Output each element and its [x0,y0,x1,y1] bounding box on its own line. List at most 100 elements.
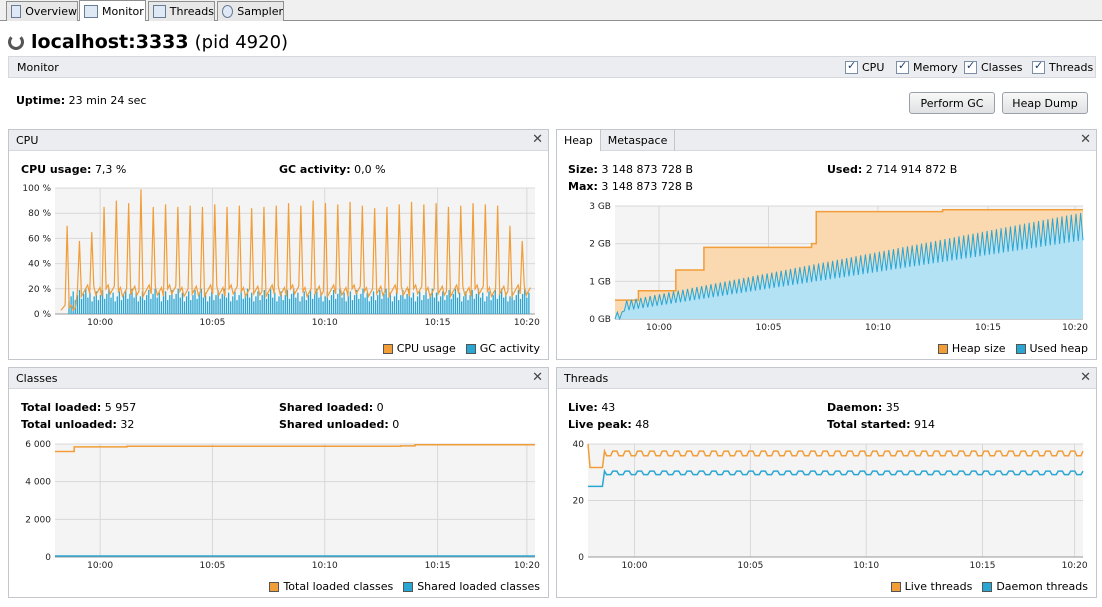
uptime-label: Uptime: [16,94,66,107]
legend-item: Used heap [1015,342,1088,355]
used-heap-area [615,212,1083,319]
checkbox-classes[interactable]: Classes [964,59,1023,74]
shared-unloaded-stat: Shared unloaded: 0 [279,418,399,431]
gc-activity-stat: GC activity: 0,0 % [279,163,386,176]
total-unloaded-stat: Total unloaded: 32 [21,418,134,431]
legend-label: Live threads [904,580,973,593]
checkbox-icon[interactable] [964,59,977,74]
legend-label: Total loaded classes [283,580,394,593]
x-tick-label: 10:15 [970,561,996,571]
y-tick-label: 2 000 [25,515,51,525]
stat-value: 32 [120,418,135,431]
legend-swatch [937,343,948,354]
daemon-threads-series [588,468,1084,488]
checkbox-label: Classes [981,61,1023,74]
stat-label: Live: [568,401,598,414]
legend-swatch [890,581,901,592]
stat-label: Max: [568,180,598,193]
stat-label: Total loaded: [21,401,102,414]
checkbox-icon[interactable] [896,59,909,74]
checkbox-threads[interactable]: Threads [1032,59,1094,74]
stat-value: 35 [885,401,900,414]
legend-swatch [382,343,393,354]
close-icon[interactable]: ✕ [1080,132,1091,147]
x-tick-label: 10:05 [199,318,225,328]
heap-dump-button[interactable]: Heap Dump [1002,92,1088,114]
stat-value: 48 [635,418,650,431]
perform-gc-button[interactable]: Perform GC [909,92,995,114]
heap-max-stat: Max: 3 148 873 728 B [568,180,693,193]
legend-swatch [1015,343,1026,354]
plot-area [55,444,535,557]
y-tick-label: 3 GB [589,202,611,212]
close-icon[interactable]: ✕ [532,132,543,147]
legend-swatch [403,581,414,592]
legend-label: CPU usage [396,342,456,355]
y-tick-label: 0 [578,553,584,563]
x-tick-label: 10:10 [312,318,338,328]
classes-panel-header: Classes ✕ [9,368,548,389]
legend-swatch [982,581,993,592]
tab-sampler[interactable]: Sampler [217,1,284,21]
tab-label: Sampler [237,5,283,18]
checkbox-label: CPU [862,61,885,74]
legend-swatch [269,581,280,592]
overview-icon [11,5,22,18]
stat-value: 7,3 % [94,163,127,176]
stat-value: 43 [601,401,616,414]
x-tick-label: 10:00 [622,561,648,571]
daemon-stat: Daemon: 35 [827,401,900,414]
y-tick-label: 40 % [28,260,51,270]
total-started-stat: Total started: 914 [827,418,935,431]
y-tick-label: 0 [45,553,51,563]
classes-chart: 0 2 000 4 000 6 000 10:00 10:05 10:10 10:15 10:2… [25,440,540,571]
cpu-usage-series [60,189,531,312]
live-peak-stat: Live peak: 48 [568,418,649,431]
classes-legend: Total loaded classes Shared loaded class… [259,580,540,593]
used-heap-series [614,212,1084,321]
x-tick-label: 10:00 [87,561,113,571]
checkbox-cpu[interactable]: CPU [845,59,885,74]
heap-legend: Heap size Used heap [928,342,1088,355]
tab-threads[interactable]: Threads [148,1,215,21]
stat-label: Size: [568,163,598,176]
x-tick-label: 10:15 [425,561,451,571]
heap-tabs: Heap Metaspace [557,130,676,151]
live-threads-series [587,443,1084,469]
tab-heap[interactable]: Heap [557,130,601,151]
close-icon[interactable]: ✕ [532,370,543,385]
stat-value: 0 [376,401,384,414]
heap-panel: Heap Metaspace ✕ Size: 3 148 873 728 B M… [556,129,1097,360]
x-tick-label: 10:15 [425,318,451,328]
checkbox-memory[interactable]: Memory [896,59,958,74]
heap-size-stat: Size: 3 148 873 728 B [568,163,693,176]
checkbox-icon[interactable] [1032,59,1045,74]
checkbox-label: Threads [1049,61,1094,74]
heap-size-series [615,209,1083,301]
y-tick-label: 1 GB [589,277,611,287]
x-tick-label: 10:15 [975,323,1001,333]
tab-overview[interactable]: Overview [6,1,78,21]
live-stat: Live: 43 [568,401,615,414]
cpu-panel: CPU ✕ CPU usage: 7,3 % GC activity: 0,0 … [8,129,549,360]
stat-label: GC activity: [279,163,351,176]
x-tick-label: 10:05 [199,561,225,571]
uptime-value: 23 min 24 sec [68,94,147,107]
threads-chart: 0 20 40 10:00 10:05 10:10 10:15 10:20 [573,440,1088,571]
threads-panel-header: Threads ✕ [557,368,1096,389]
cpu-usage-stat: CPU usage: 7,3 % [21,163,126,176]
close-icon[interactable]: ✕ [1080,370,1091,385]
tab-monitor[interactable]: Monitor [79,0,146,21]
tab-metaspace[interactable]: Metaspace [601,130,676,151]
threads-panel: Threads ✕ Live: 43 Live peak: 48 Daemon:… [556,367,1097,598]
checkbox-icon[interactable] [845,59,858,74]
legend-label: Daemon threads [996,580,1088,593]
classes-panel-title: Classes [16,372,58,385]
threads-icon [153,5,166,18]
sampler-icon [222,5,234,18]
x-tick-label: 10:20 [514,561,540,571]
classes-panel: Classes ✕ Total loaded: 5 957 Total unlo… [8,367,549,598]
y-tick-label: 6 000 [25,440,51,450]
y-tick-label: 20 % [28,285,51,295]
x-tick-label: 10:20 [1062,561,1088,571]
